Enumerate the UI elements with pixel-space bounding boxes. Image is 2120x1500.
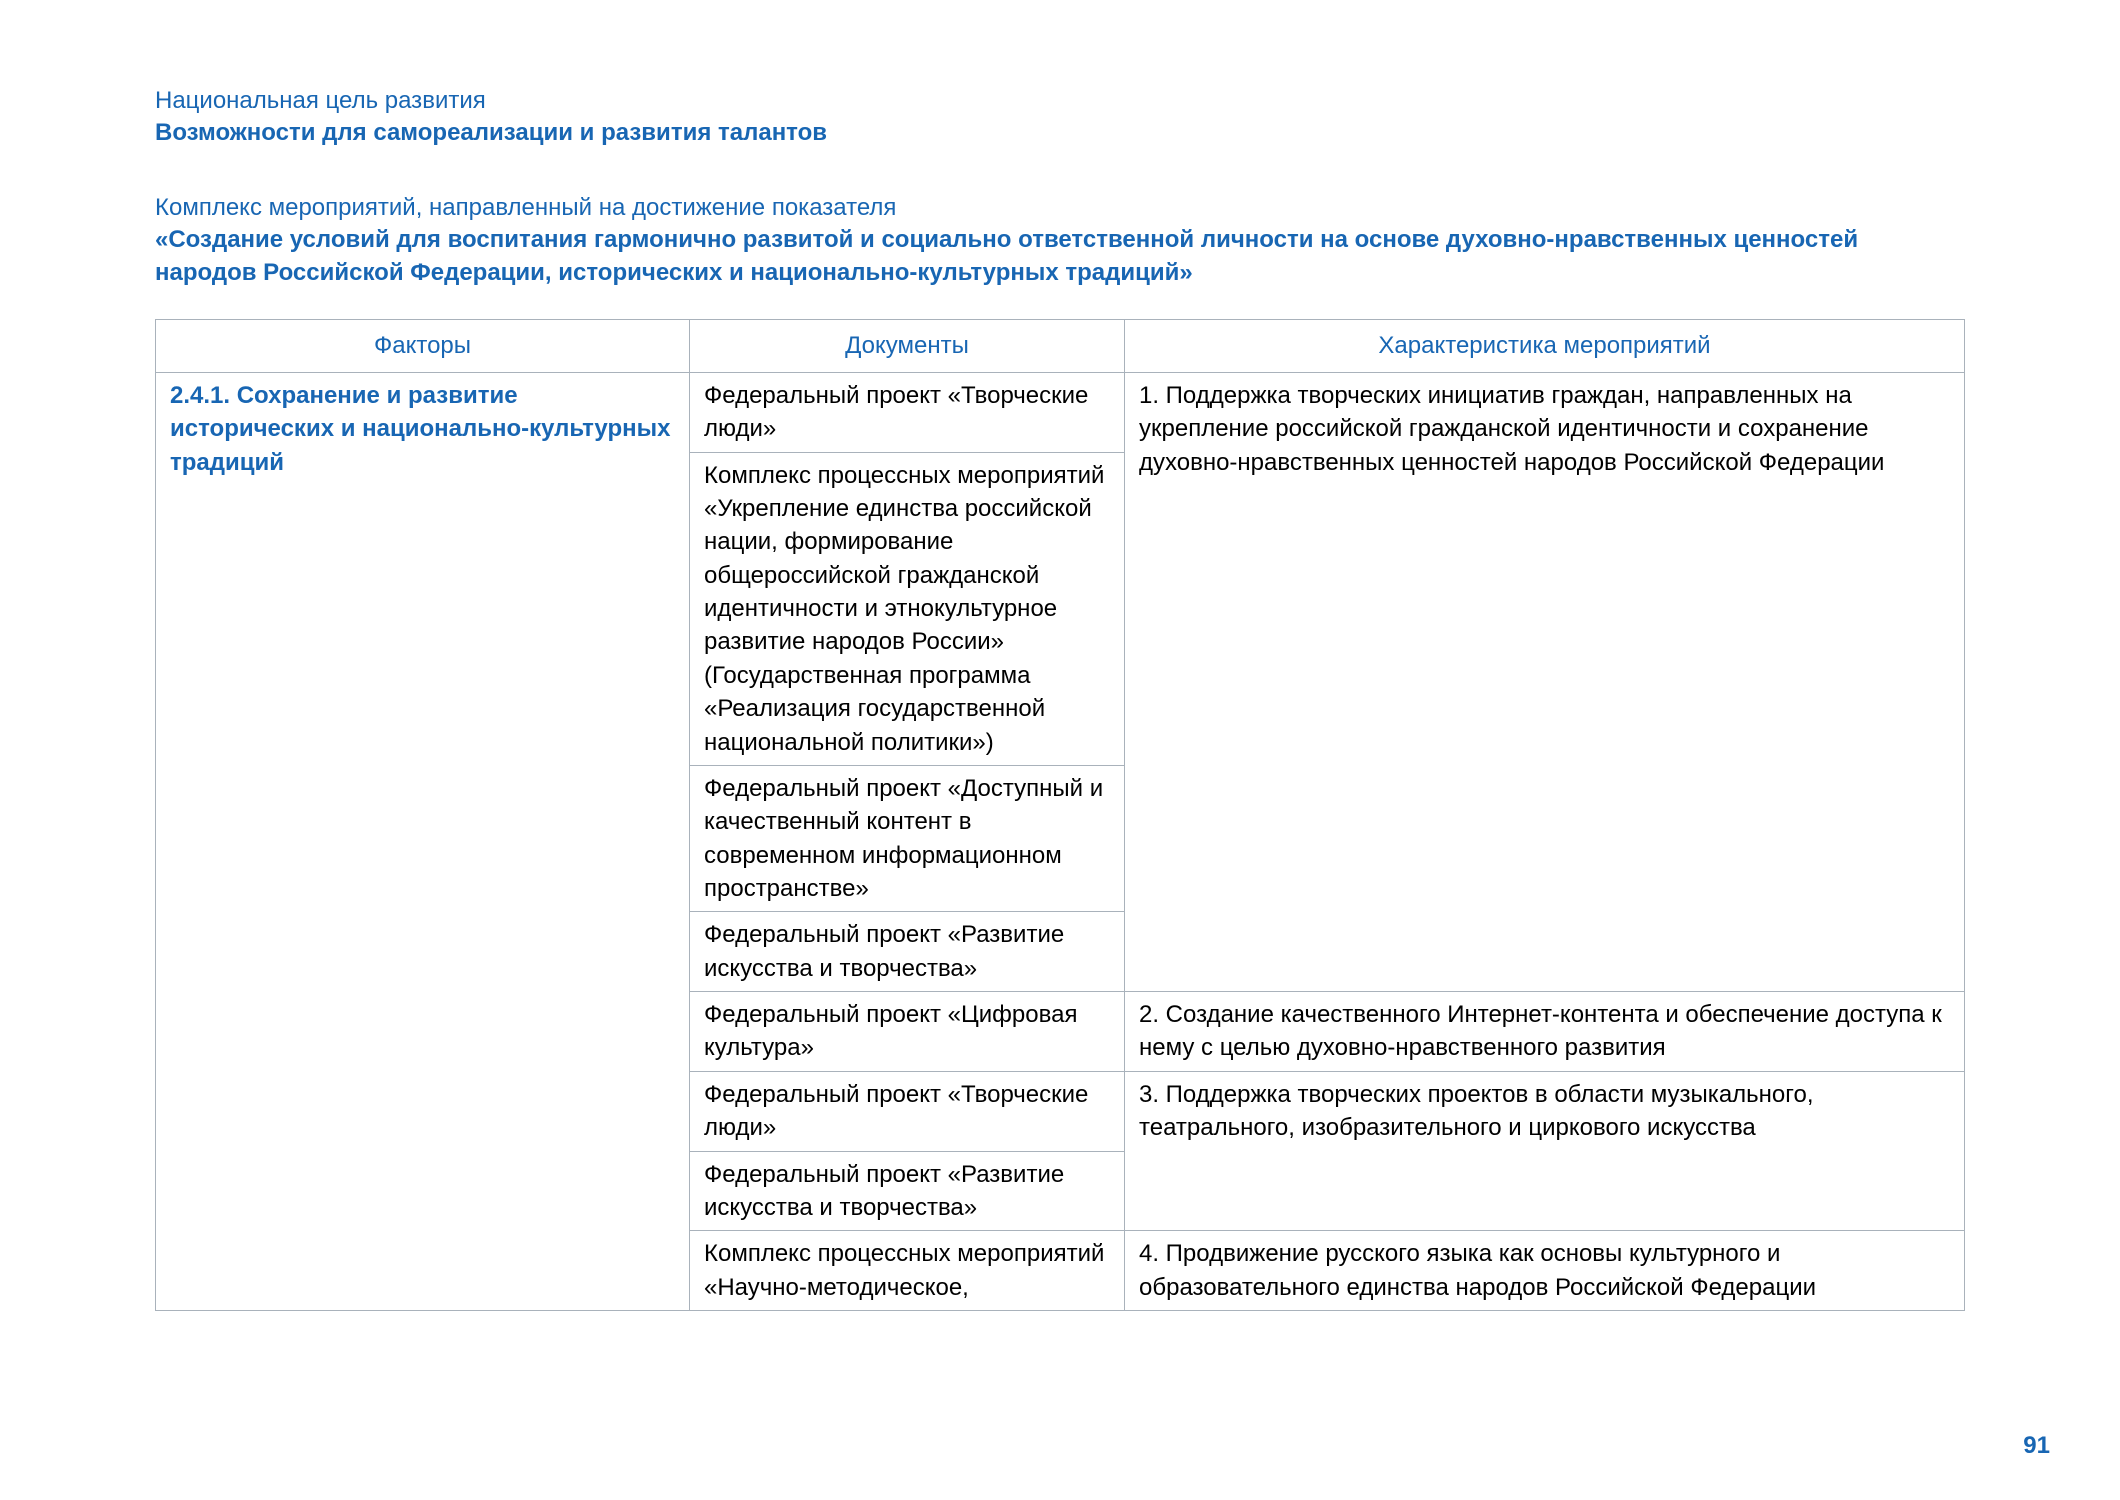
documents-inner-table: Комплекс процессных мероприятий «Научно-… — [690, 1231, 1124, 1310]
characteristic-cell: 1. Поддержка творческих инициатив гражда… — [1125, 372, 1965, 991]
col-header-characteristic: Характеристика мероприятий — [1125, 319, 1965, 372]
documents-inner-table: Федеральный проект «Творческие люди» Фед… — [690, 1072, 1124, 1230]
col-header-documents: Документы — [690, 319, 1125, 372]
header-block-1: Национальная цель развития Возможности д… — [155, 85, 1965, 150]
header-block-2: Комплекс мероприятий, направленный на до… — [155, 192, 1965, 289]
main-table: Факторы Документы Характеристика меропри… — [155, 319, 1965, 1311]
document-item: Федеральный проект «Цифровая культура» — [690, 992, 1124, 1071]
goal-name: Возможности для самореализации и развити… — [155, 117, 1965, 149]
document-item: Федеральный проект «Доступный и качестве… — [690, 765, 1124, 911]
documents-cell: Комплекс процессных мероприятий «Научно-… — [690, 1231, 1125, 1311]
table-row: 2.4.1. Сохранение и развитие исторически… — [156, 372, 1965, 991]
factor-cell: 2.4.1. Сохранение и развитие исторически… — [156, 372, 690, 1310]
documents-cell: Федеральный проект «Цифровая культура» — [690, 992, 1125, 1072]
characteristic-cell: 2. Создание качественного Интернет-конте… — [1125, 992, 1965, 1072]
characteristic-cell: 3. Поддержка творческих проектов в облас… — [1125, 1071, 1965, 1230]
col-header-factors: Факторы — [156, 319, 690, 372]
document-page: Национальная цель развития Возможности д… — [0, 0, 2120, 1500]
kompleks-intro: Комплекс мероприятий, направленный на до… — [155, 192, 1965, 224]
documents-cell: Федеральный проект «Творческие люди» Ком… — [690, 372, 1125, 991]
document-item: Федеральный проект «Развитие искусства и… — [690, 912, 1124, 991]
documents-inner-table: Федеральный проект «Цифровая культура» — [690, 992, 1124, 1071]
document-item: Федеральный проект «Творческие люди» — [690, 1072, 1124, 1151]
indicator-title: «Создание условий для воспитания гармони… — [155, 224, 1965, 289]
document-item: Федеральный проект «Развитие искусства и… — [690, 1151, 1124, 1230]
table-header-row: Факторы Документы Характеристика меропри… — [156, 319, 1965, 372]
documents-inner-table: Федеральный проект «Творческие люди» Ком… — [690, 373, 1124, 991]
document-item: Федеральный проект «Творческие люди» — [690, 373, 1124, 452]
characteristic-cell: 4. Продвижение русского языка как основы… — [1125, 1231, 1965, 1311]
document-item: Комплекс процессных мероприятий «Научно-… — [690, 1231, 1124, 1310]
page-number: 91 — [2023, 1432, 2050, 1460]
supertitle: Национальная цель развития — [155, 85, 1965, 117]
documents-cell: Федеральный проект «Творческие люди» Фед… — [690, 1071, 1125, 1230]
document-item: Комплекс процессных мероприятий «Укрепле… — [690, 452, 1124, 765]
main-table-wrap: Факторы Документы Характеристика меропри… — [155, 319, 1965, 1311]
